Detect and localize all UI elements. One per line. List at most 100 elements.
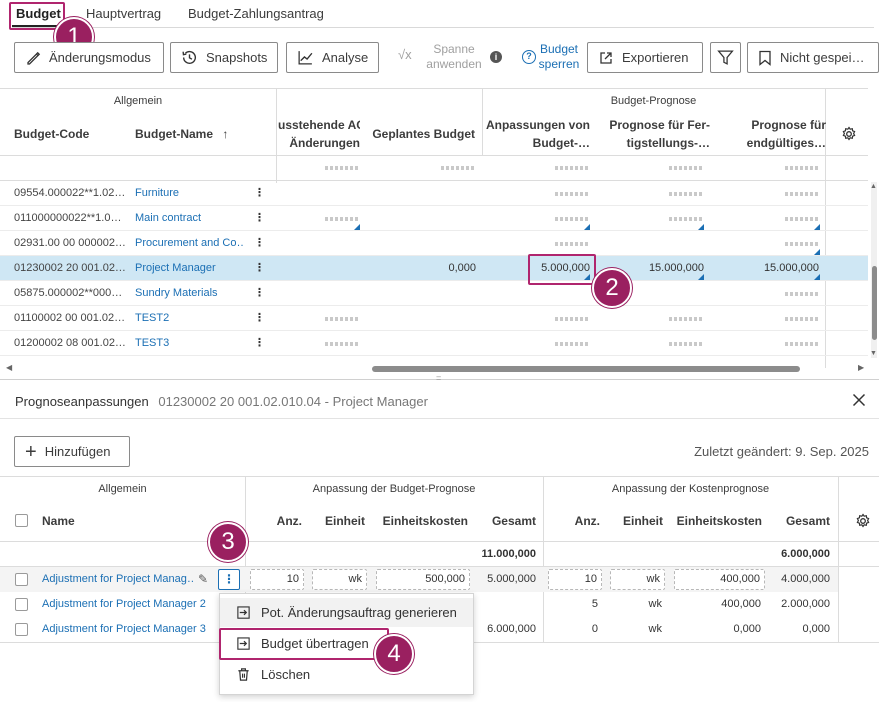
row-checkbox[interactable] [15,623,28,636]
col-header-budget-name[interactable]: Budget-Name ↑ [135,125,228,143]
col-header-cost-qty[interactable]: Anz. [574,514,600,528]
menu-item-delete[interactable]: Löschen [220,660,473,689]
budget-total-sum: 11.000,000 [481,548,536,560]
horizontal-scrollbar-thumb[interactable] [372,366,800,372]
cost-unit-cell[interactable]: wk [648,598,662,610]
col-header-total[interactable]: Gesamt [491,514,536,528]
menu-item-generate-change-order[interactable]: Pot. Änderungsauftrag generieren [220,598,473,627]
cost-unit-cost-input[interactable]: 400,000 [674,569,765,590]
adjustment-name-link[interactable]: Adjustment for Project Manag… [42,573,194,585]
col-header-cost-unit[interactable]: Einheit [622,514,663,528]
snapshots-button[interactable]: Snapshots [170,42,278,73]
row-menu-button[interactable]: ⋮ [218,569,240,590]
budget-name-link[interactable]: TEST2 [135,312,170,324]
cost-total-sum: 6.000,000 [781,548,830,560]
col-header-qty[interactable]: Anz. [276,514,302,528]
scroll-left-icon[interactable]: ◀ [6,363,13,372]
col-header-budget-code[interactable]: Budget-Code [14,127,90,141]
forecast-completion-cell[interactable]: 15.000,000 [648,262,704,274]
planned-budget-cell[interactable]: 0,000 [448,262,476,274]
table-row[interactable]: 09554.000022**1.02… Furniture ⋮ [0,181,868,206]
tab-budget-payment-request[interactable]: Budget-Zahlungsantrag [188,6,324,21]
row-menu-icon[interactable]: ⋮ [254,312,264,324]
select-all-checkbox[interactable] [15,514,28,527]
table-row[interactable]: 05875.000002**000… Sundry Materials ⋮ [0,281,868,306]
gear-icon[interactable] [841,126,857,142]
col-header-cost-total[interactable]: Gesamt [785,514,830,528]
table-row[interactable]: Adjustment for Project Manager 3 6.000,0… [0,617,838,642]
unit-input[interactable]: wk [312,569,367,590]
lock-budget-link[interactable]: Budget sperren [536,42,582,72]
cell-placeholder [669,192,703,196]
row-checkbox[interactable] [15,598,28,611]
row-checkbox[interactable] [15,573,28,586]
panel-splitter[interactable] [0,379,879,380]
row-menu-icon[interactable]: ⋮ [254,187,264,199]
vertical-scrollbar-thumb[interactable] [872,266,877,340]
col-header-unit-cost[interactable]: Einheitskosten [382,514,468,528]
table-row[interactable]: 011000000022**1.0… Main contract ⋮ [0,206,868,231]
scroll-down-icon[interactable]: ▼ [870,350,877,357]
table-row[interactable]: 02931.00 00 000002… Procurement and Co… … [0,231,868,256]
budget-name-link[interactable]: Procurement and Co… [135,237,243,249]
col-header-forecast-completion[interactable]: Prognose für Fer- tigstellungs-… [598,116,710,152]
qty-input[interactable]: 10 [250,569,304,590]
last-changed-text: Zuletzt geändert: 9. Sep. 2025 [694,444,869,459]
forecast-final-cell[interactable]: 15.000,000 [763,262,819,274]
analysis-button[interactable]: Analyse [286,42,379,73]
col-header-unit[interactable]: Einheit [324,514,365,528]
panel-gear-icon[interactable] [855,513,871,529]
cost-unit-input[interactable]: wk [610,569,665,590]
row-menu-icon[interactable]: ⋮ [254,287,264,299]
cost-qty-cell[interactable]: 5 [591,598,598,610]
scroll-right-icon[interactable]: ▶ [858,363,865,372]
cost-qty-cell[interactable]: 0 [591,623,598,635]
lock-budget-label-1: Budget [539,42,579,56]
cost-unit-cost-cell[interactable]: 0,000 [733,623,761,635]
adjustment-name-link[interactable]: Adjustment for Project Manager 3 [42,623,206,635]
budget-name-link[interactable]: Project Manager [135,262,216,274]
budget-name-link[interactable]: Furniture [135,187,180,199]
adjustments-cell[interactable]: 5.000,000 [541,262,590,274]
cell-marker [814,249,820,255]
budget-name-link[interactable]: Main contract [135,212,202,224]
unit-cost-input[interactable]: 500,000 [376,569,470,590]
pencil-icon[interactable]: ✎ [198,572,209,586]
saved-view-dropdown[interactable]: Nicht gespei… [747,42,879,73]
menu-item-transfer-budget[interactable]: Budget übertragen [220,629,473,658]
table-row[interactable]: Adjustment for Project Manager 2 5 wk 40… [0,592,838,617]
row-menu-icon[interactable]: ⋮ [254,262,264,274]
col-header-cost-unit-cost[interactable]: Einheitskosten [676,514,762,528]
col-header-adjustments[interactable]: Anpassungen von Budget-… [484,116,590,152]
scroll-up-icon[interactable]: ▲ [870,183,877,190]
cost-qty-input[interactable]: 10 [548,569,602,590]
row-menu-icon[interactable]: ⋮ [254,212,264,224]
adjustment-name-link[interactable]: Adjustment for Project Manager 2 [42,598,206,610]
table-row[interactable]: 01200002 08 001.02… TEST3 ⋮ [0,331,868,356]
col-header-fc-final-line2: endgültiges… [746,136,826,150]
col-header-forecast-final[interactable]: Prognose für endgültiges… [712,116,826,152]
splitter-grip-icon[interactable]: = [436,373,442,383]
table-row-selected[interactable]: 01230002 20 001.02… Project Manager ⋮ 0,… [0,256,868,281]
change-mode-button[interactable]: Änderungsmodus [14,42,164,73]
cost-unit-cost-cell[interactable]: 400,000 [721,598,761,610]
col-header-name[interactable]: Name [42,514,75,528]
tab-budget[interactable]: Budget [16,6,61,21]
add-button[interactable]: + Hinzufügen [14,436,130,467]
info-icon[interactable]: i [490,51,502,63]
row-menu-icon[interactable]: ⋮ [254,337,264,349]
export-button[interactable]: Exportieren [587,42,703,73]
tab-main-contract[interactable]: Hauptvertrag [86,6,162,21]
cost-unit-cell[interactable]: wk [648,623,662,635]
filter-button[interactable] [710,42,741,73]
range-apply-button[interactable]: Spanne anwenden [422,42,486,72]
close-icon[interactable] [851,392,867,408]
table-row[interactable]: 01100002 00 001.02… TEST2 ⋮ [0,306,868,331]
group-divider [482,88,483,156]
budget-name-link[interactable]: TEST3 [135,337,170,349]
table-row[interactable]: Adjustment for Project Manag… ✎ ⋮ 10 wk … [0,567,838,592]
col-header-pending-changes[interactable]: usstehende AG- Änderungen [278,116,360,152]
col-header-planned-budget[interactable]: Geplantes Budget [372,127,475,141]
budget-name-link[interactable]: Sundry Materials [135,287,218,299]
row-menu-icon[interactable]: ⋮ [254,237,264,249]
